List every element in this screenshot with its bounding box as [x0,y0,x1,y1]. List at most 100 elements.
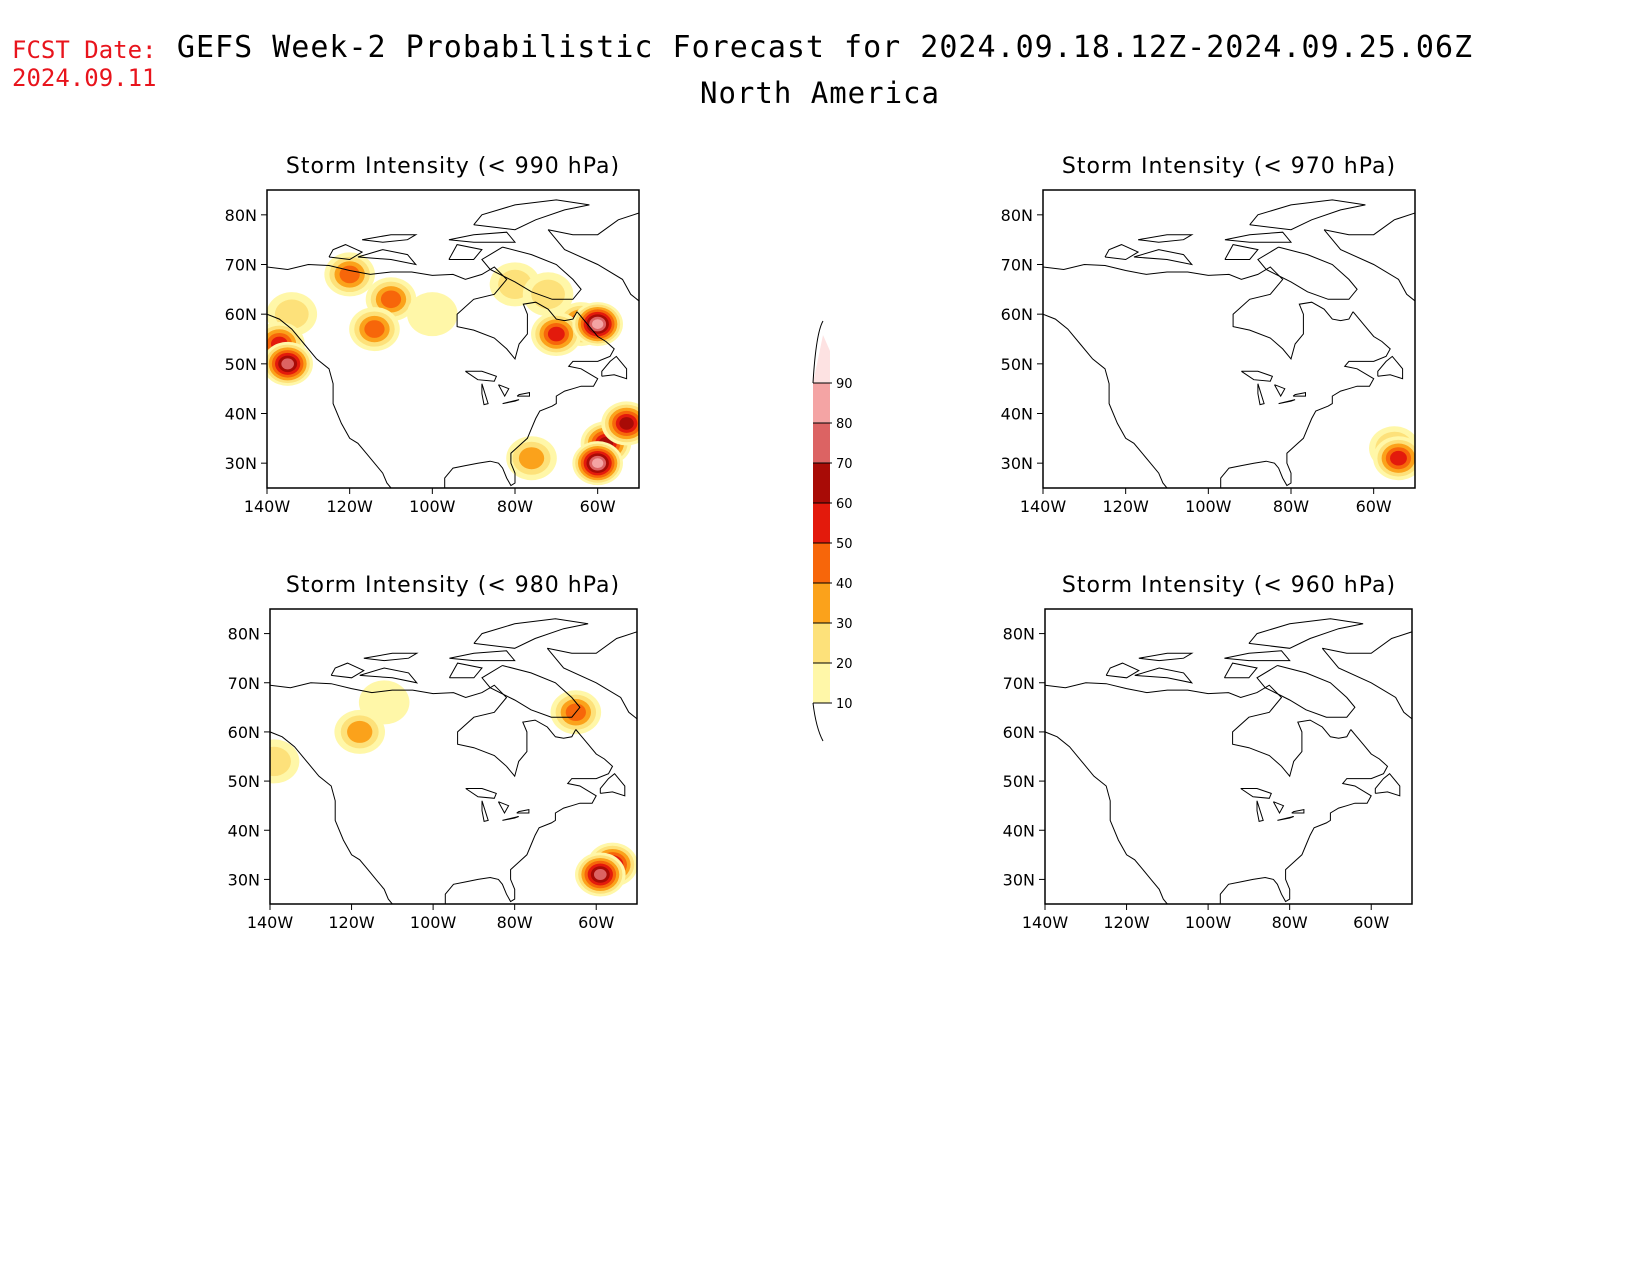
coastline [363,652,419,662]
map-panel-1: Storm Intensity (< 990 hPa) 80N 70N 60N 50N 4… [225,154,640,516]
coastline [1257,246,1358,300]
lon-label: 100W [1185,913,1232,932]
colorbar-segment [813,335,830,383]
coastline [449,650,516,662]
lat-label: 80N [1003,625,1035,644]
coastline [1219,729,1389,904]
coastline [1272,801,1285,815]
coastline [481,246,582,300]
lon-label: 100W [409,497,456,516]
panel-title: Storm Intensity (< 990 hPa) [286,154,620,179]
probability-area [347,720,373,743]
map-frame [1044,608,1413,905]
coastline [267,263,578,360]
lat-label: 50N [1003,772,1035,791]
coastline [1045,682,1352,778]
coastline [498,384,510,398]
probability-area [364,320,385,338]
lon-label: 120W [328,913,375,932]
coastline [1224,650,1291,662]
coastline [1248,618,1364,649]
coastline [444,311,615,488]
lon-label: 80W [1273,497,1309,516]
lon-label: 80W [497,913,533,932]
map-frame [1042,189,1416,489]
colorbar-label: 30 [836,617,853,632]
lon-label: 120W [326,497,373,516]
coastline [1278,399,1296,405]
probability-area [593,869,607,880]
colorbar-label: 40 [836,577,853,592]
coastline [1138,234,1194,243]
colorbar-segment [813,623,830,663]
coastline [1256,800,1264,823]
lon-label: 100W [410,913,457,932]
probability-area [407,292,458,337]
coastline [1105,662,1140,679]
coastline [1138,652,1194,662]
lat-label: 60N [228,723,260,742]
probability-area [339,265,360,284]
lat-label: 50N [225,355,257,374]
panel-title: Storm Intensity (< 980 hPa) [286,573,620,598]
coastline [1241,370,1274,382]
coastline [330,662,365,679]
probability-area [518,447,545,470]
coastline [1220,311,1391,488]
coastline [1377,355,1404,380]
colorbar-tip-top [812,320,824,384]
coastline [481,665,581,718]
lat-label: 30N [1001,454,1033,473]
map-panel-2: Storm Intensity (< 970 hPa) 80N 70N 60N 50N 4… [1001,154,1416,516]
lon-label: 80W [497,497,533,516]
colorbar-segment [813,663,830,703]
lat-label: 30N [1003,870,1035,889]
colorbar-segment [813,583,830,623]
colorbar-label: 70 [836,457,853,472]
colorbar-label: 50 [836,537,853,552]
coastline [1323,229,1415,302]
lon-label: 100W [1185,497,1232,516]
lat-label: 70N [225,256,257,275]
lat-label: 80N [225,206,257,225]
coastline [1134,667,1194,684]
map-frame [266,189,640,489]
panel-title: Storm Intensity (< 960 hPa) [1062,573,1396,598]
lat-label: 50N [1001,355,1033,374]
coastline [1277,816,1294,821]
coastline [1045,731,1168,904]
coastline [362,234,418,243]
map-panel-4: Storm Intensity (< 960 hPa) 80N 70N 60N 50N 4… [1003,573,1413,932]
coastline [1374,773,1401,797]
lat-label: 60N [1003,723,1035,742]
lat-label: 60N [1001,305,1033,324]
lat-label: 40N [228,821,260,840]
lat-label: 70N [1001,256,1033,275]
coastline [1224,244,1259,260]
coastline [601,355,628,380]
coastline [1133,249,1194,266]
figure-title: GEFS Week-2 Probabilistic Forecast for 2… [176,30,1474,65]
colorbar-segment [813,503,830,543]
colorbar-label: 90 [836,377,853,392]
coastline [448,662,483,679]
coastline [1249,199,1366,231]
lat-label: 80N [228,625,260,644]
lat-label: 40N [225,405,257,424]
lat-label: 40N [1001,405,1033,424]
coastline [444,729,614,904]
figure-subtitle: North America [700,76,940,110]
colorbar-segment [813,423,830,463]
coastline [1240,788,1272,799]
coastline [357,249,418,266]
lat-label: 80N [1001,206,1033,225]
colorbar-segment [813,543,830,583]
lon-label: 120W [1102,497,1149,516]
lon-label: 60W [1353,913,1389,932]
coastline [1291,808,1305,814]
coastline [516,391,530,397]
coastline [328,244,364,261]
coastline [547,631,637,654]
probability-area [380,290,402,309]
